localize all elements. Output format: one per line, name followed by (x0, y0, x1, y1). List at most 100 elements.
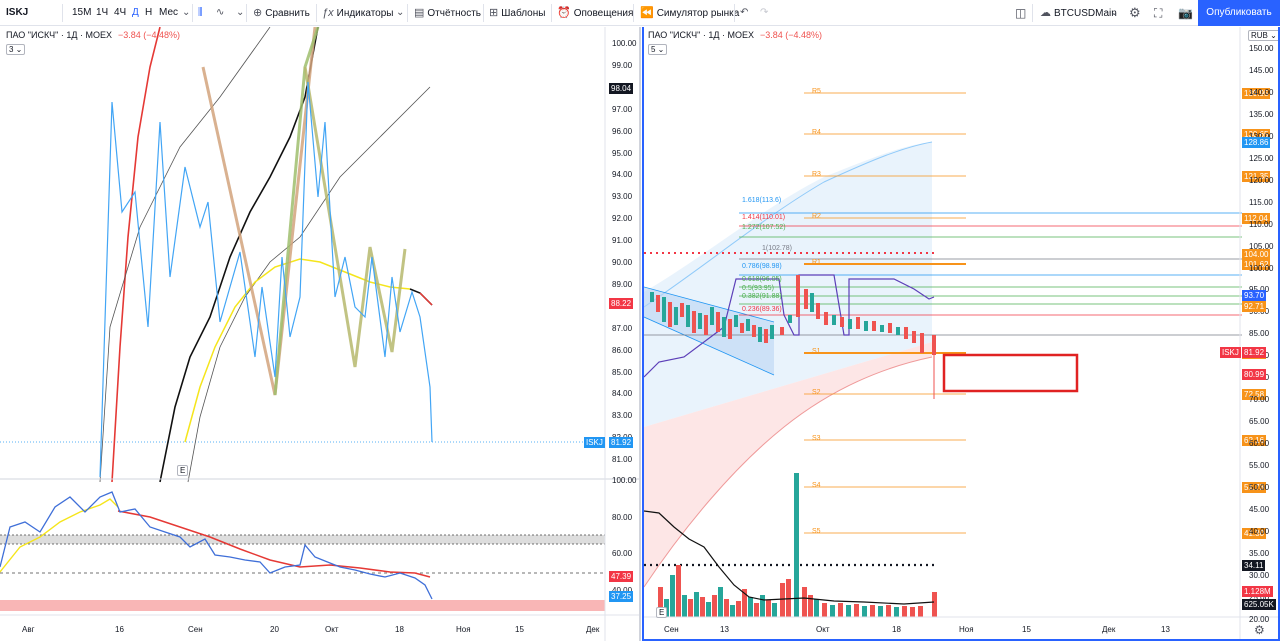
alerts-button[interactable]: ⏰ Оповещения (557, 0, 633, 26)
candle (880, 325, 884, 332)
right-chart-pane[interactable]: ПАО "ИСКЧ" · 1Д · MOEX −3.84 (−4.48%) 5 ⌄… (642, 27, 1280, 641)
templates-icon: ⊞ (489, 7, 499, 19)
interval-1mo[interactable]: Мес (159, 7, 179, 18)
price-tick: 25.00 (1249, 592, 1270, 602)
left-legend[interactable]: ПАО "ИСКЧ" · 1Д · MOEX −3.84 (−4.48%) (6, 30, 180, 40)
fib-label: 0.786(98.98) (742, 263, 782, 270)
price-tick: 91.00 (612, 236, 633, 246)
right-earnings-marker[interactable]: E (656, 607, 668, 618)
time-tick: 18 (892, 625, 901, 634)
time-tick: Сен (188, 625, 203, 634)
price-tick: 65.00 (1249, 417, 1270, 427)
candle (740, 323, 744, 333)
top-toolbar: ISKJ 15М 1Ч 4Ч Д Н Мес ⌄ ⫼ ∿ ⌄ ⊕ Сравнить… (0, 0, 1280, 26)
templates-button[interactable]: ⊞ Шаблоны (489, 0, 545, 26)
pivot-value-label: 121.35 (1242, 171, 1271, 182)
time-tick: 13 (1161, 625, 1170, 634)
pivot-label: S5 (812, 528, 821, 535)
time-tick: Ноя (959, 625, 974, 634)
indicators-button[interactable]: ƒx Индикаторы (322, 0, 393, 26)
candle (704, 315, 708, 335)
time-tick: 13 (720, 625, 729, 634)
pivot-label: R3 (812, 171, 821, 178)
left-chart-pane[interactable]: ПАО "ИСКЧ" · 1Д · MOEX −3.84 (−4.48%) 3 ⌄ (0, 27, 641, 641)
osc-tick: 40.00 (612, 585, 633, 595)
layout-dropdown-icon[interactable]: ⌄ (1110, 7, 1119, 18)
volume-bar (772, 603, 777, 617)
redo-icon: ↷ (760, 7, 769, 18)
left-price-label-98: 98.04 (609, 83, 634, 94)
fullscreen-icon[interactable]: ⛶ (1154, 6, 1163, 20)
currency-select[interactable]: RUB ⌄ (1248, 30, 1278, 41)
undo-icon[interactable]: ↶ (740, 7, 749, 18)
interval-15m[interactable]: 15М (72, 7, 92, 18)
pivot-label: R5 (812, 88, 821, 95)
volume-bar (830, 605, 835, 617)
price-tick: 70.00 (1249, 395, 1270, 405)
time-tick: Сен (664, 625, 679, 634)
replay-button[interactable]: ⏪ Симулятор рынка (640, 0, 739, 26)
volume-bar (700, 597, 705, 617)
price-tick: 93.00 (612, 192, 633, 202)
price-tick: 135.00 (1249, 109, 1274, 119)
reports-label: Отчётность (427, 8, 481, 19)
osc-tick: 80.00 (612, 512, 633, 522)
style-dropdown-icon[interactable]: ⌄ (236, 7, 245, 18)
pivot-value-label: 62.16 (1242, 435, 1267, 446)
fib-label: 1(102.78) (762, 245, 792, 252)
time-tick: 16 (115, 625, 124, 634)
line-style-icon[interactable]: ∿ (216, 7, 225, 18)
left-legend-change: −3.84 (−4.48%) (117, 30, 181, 40)
price-tick: 83.00 (612, 411, 633, 421)
volume-bar (754, 603, 759, 617)
right-price-label-104: 104.00 (1242, 249, 1271, 260)
layout-select-icon[interactable]: ◫ (1015, 6, 1027, 20)
publish-button[interactable]: Опубликовать (1198, 0, 1280, 26)
time-tick: 18 (395, 625, 404, 634)
volume-bar (854, 604, 859, 617)
candle-style-icon[interactable]: ⫼ (198, 7, 203, 18)
right-legend-change: −3.84 (−4.48%) (759, 30, 823, 40)
price-tick: 30.00 (1249, 570, 1270, 580)
volume-bar (932, 592, 937, 617)
camera-icon[interactable]: 📷 (1178, 6, 1193, 20)
volume-bar (748, 597, 753, 617)
time-tick: Авг (22, 625, 35, 634)
right-legend[interactable]: ПАО "ИСКЧ" · 1Д · MOEX −3.84 (−4.48%) (648, 30, 822, 40)
time-tick: Окт (816, 625, 830, 634)
interval-1h[interactable]: 1Ч (96, 7, 109, 18)
fib-label: 1.414(110.01) (742, 214, 786, 221)
pivot-value-label: 130.65 (1242, 129, 1271, 140)
left-indicators-toggle[interactable]: 3 ⌄ (6, 44, 26, 55)
symbol-search-button[interactable]: ISKJ (6, 7, 29, 18)
pivot-label: S2 (812, 389, 821, 396)
candle (920, 333, 924, 353)
candle (932, 335, 936, 355)
right-indicators-toggle[interactable]: 5 ⌄ (648, 44, 668, 55)
fib-label: 1.272(107.52) (742, 224, 786, 231)
interval-1d[interactable]: Д (132, 7, 139, 18)
compare-label: Сравнить (265, 8, 310, 19)
candle (674, 307, 678, 325)
candle (668, 302, 672, 327)
price-tick: 86.00 (612, 345, 633, 355)
volume-bar (706, 602, 711, 617)
chart-settings-gear-icon[interactable]: ⚙ (1254, 623, 1265, 637)
compare-button[interactable]: ⊕ Сравнить (253, 0, 310, 26)
reports-button[interactable]: ▤ Отчётность (414, 0, 481, 26)
interval-4h[interactable]: 4Ч (114, 7, 127, 18)
candle (872, 321, 876, 331)
interval-1w[interactable]: Н (145, 7, 153, 18)
price-tick: 89.00 (612, 279, 633, 289)
right-price-label-128: 128.86 (1242, 137, 1271, 148)
settings-gear-icon[interactable]: ⚙ (1129, 5, 1141, 20)
interval-dropdown-icon[interactable]: ⌄ (182, 7, 191, 18)
alarm-clock-icon: ⏰ (557, 7, 571, 19)
candle (650, 292, 654, 302)
indicators-dropdown-icon[interactable]: ⌄ (396, 7, 405, 18)
templates-label: Шаблоны (501, 8, 546, 19)
layout-name-button[interactable]: ☁ BTCUSDMain (1040, 0, 1117, 26)
right-price-label-80: 80.99 (1242, 369, 1267, 380)
left-earnings-marker[interactable]: E (177, 465, 189, 476)
plus-circle-icon: ⊕ (253, 7, 263, 19)
